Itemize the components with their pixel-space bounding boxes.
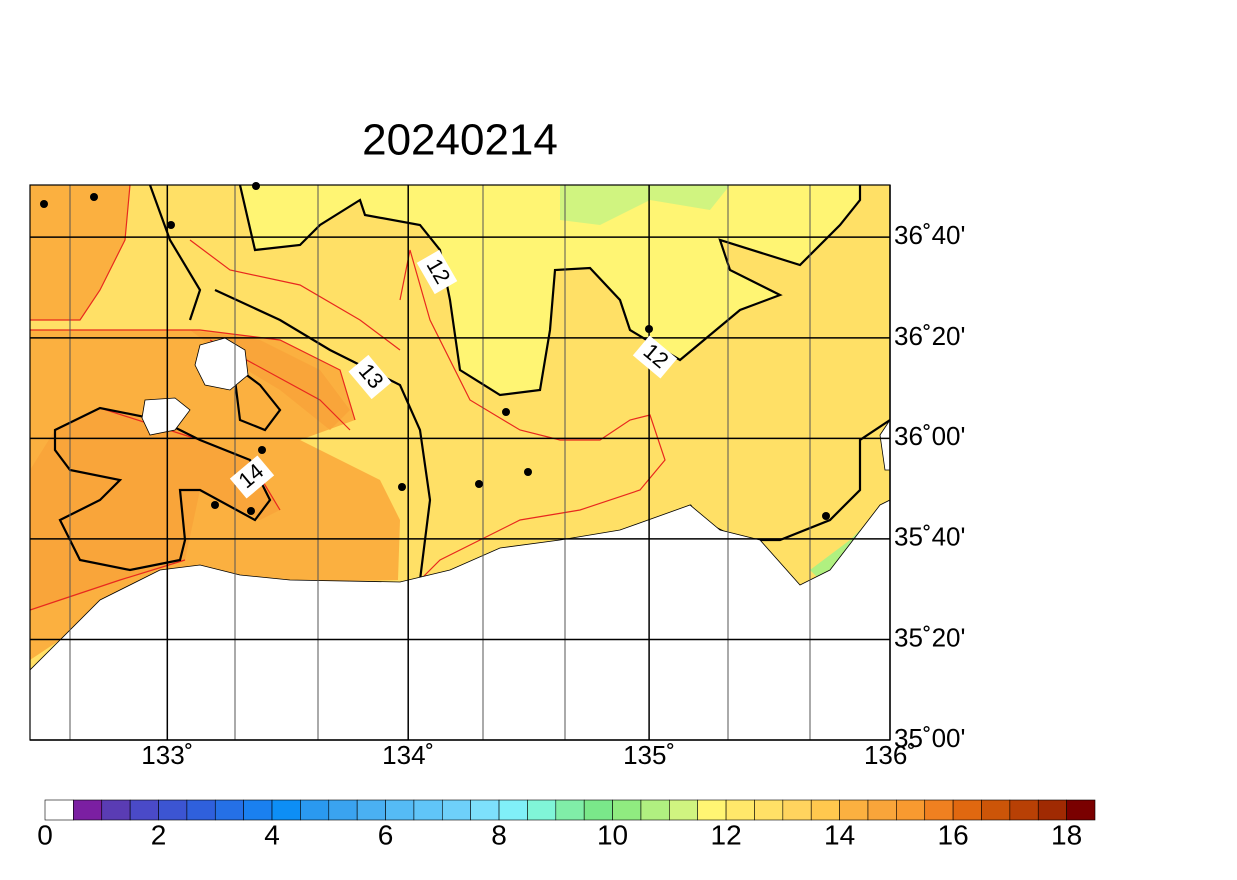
colorbar-cell bbox=[555, 799, 585, 821]
colorbar-cell bbox=[243, 799, 273, 821]
colorbar-cell bbox=[527, 799, 557, 821]
colorbar-cell bbox=[640, 799, 670, 821]
colorbar-label: 16 bbox=[938, 819, 969, 850]
colorbar-cell bbox=[44, 799, 74, 821]
colorbar-label: 6 bbox=[378, 819, 394, 850]
colorbar-cell bbox=[1066, 799, 1096, 821]
colorbar-cell bbox=[413, 799, 443, 821]
colorbar-cell bbox=[839, 799, 869, 821]
cold-region bbox=[560, 185, 730, 225]
colorbar-cell bbox=[356, 799, 386, 821]
lat-label: 36˚40' bbox=[894, 220, 965, 250]
colorbar-label: 14 bbox=[824, 819, 855, 850]
colorbar-cell bbox=[385, 799, 415, 821]
colorbar-cell bbox=[470, 799, 500, 821]
colorbar-label: 8 bbox=[491, 819, 507, 850]
colorbar-cell bbox=[1009, 799, 1039, 821]
lon-label: 134˚ bbox=[382, 740, 434, 770]
colorbar-label: 12 bbox=[711, 819, 742, 850]
colorbar-cell bbox=[725, 799, 755, 821]
colorbar-cell bbox=[441, 799, 471, 821]
colorbar: 0 2 4 6 8 10 12 14 16 18 bbox=[37, 799, 1096, 850]
colorbar-cell bbox=[612, 799, 642, 821]
colorbar-label: 2 bbox=[151, 819, 167, 850]
colorbar-cell bbox=[73, 799, 103, 821]
colorbar-cell bbox=[981, 799, 1011, 821]
lat-label: 35˚20' bbox=[894, 622, 965, 652]
colorbar-cell bbox=[328, 799, 358, 821]
map-field bbox=[30, 185, 890, 740]
colorbar-cell bbox=[782, 799, 812, 821]
colorbar-cell bbox=[498, 799, 528, 821]
stations bbox=[40, 182, 830, 520]
colorbar-label: 0 bbox=[37, 819, 53, 850]
colorbar-cell bbox=[867, 799, 897, 821]
title: 20240214 bbox=[362, 116, 558, 165]
lat-label: 36˚20' bbox=[894, 321, 965, 351]
colorbar-cell bbox=[300, 799, 330, 821]
isotherm-12 bbox=[238, 185, 862, 397]
colorbar-cell bbox=[583, 799, 613, 821]
colorbar-label: 10 bbox=[597, 819, 628, 850]
warm-region bbox=[30, 185, 130, 320]
colorbar-cell bbox=[924, 799, 954, 821]
land bbox=[879, 419, 890, 471]
lon-label: 135˚ bbox=[623, 740, 675, 770]
land bbox=[30, 499, 890, 740]
grid-minor bbox=[69, 185, 811, 740]
colorbar-cell bbox=[896, 799, 926, 821]
colorbar-cell bbox=[952, 799, 982, 821]
colorbar-cell bbox=[754, 799, 784, 821]
colorbar-cell bbox=[214, 799, 244, 821]
colorbar-cell bbox=[669, 799, 699, 821]
lat-label: 36˚00' bbox=[894, 421, 965, 451]
colorbar-cell bbox=[186, 799, 216, 821]
isotherm-14 bbox=[53, 406, 272, 572]
axes-labels: 35˚00' 35˚20' 35˚40' 36˚00' 36˚20' 36˚40' 133˚… bbox=[141, 220, 965, 770]
map-frame bbox=[29, 184, 891, 741]
colorbar-cell bbox=[158, 799, 188, 821]
colorbar-label: 18 bbox=[1051, 819, 1082, 850]
lon-label: 133˚ bbox=[141, 740, 193, 770]
colorbar-cell bbox=[1037, 799, 1067, 821]
lat-label: 35˚00' bbox=[894, 723, 965, 753]
colorbar-label: 4 bbox=[264, 819, 280, 850]
island bbox=[141, 397, 191, 436]
lon-label: 136˚ bbox=[864, 740, 916, 770]
warmer-region bbox=[30, 408, 280, 610]
colorbar-cell bbox=[129, 799, 159, 821]
colorbar-cell bbox=[697, 799, 727, 821]
isotherm-13 bbox=[148, 185, 432, 581]
colorbar-cell bbox=[101, 799, 131, 821]
lat-label: 35˚40' bbox=[894, 522, 965, 552]
colorbar-cell bbox=[271, 799, 301, 821]
colorbar-cell bbox=[810, 799, 840, 821]
